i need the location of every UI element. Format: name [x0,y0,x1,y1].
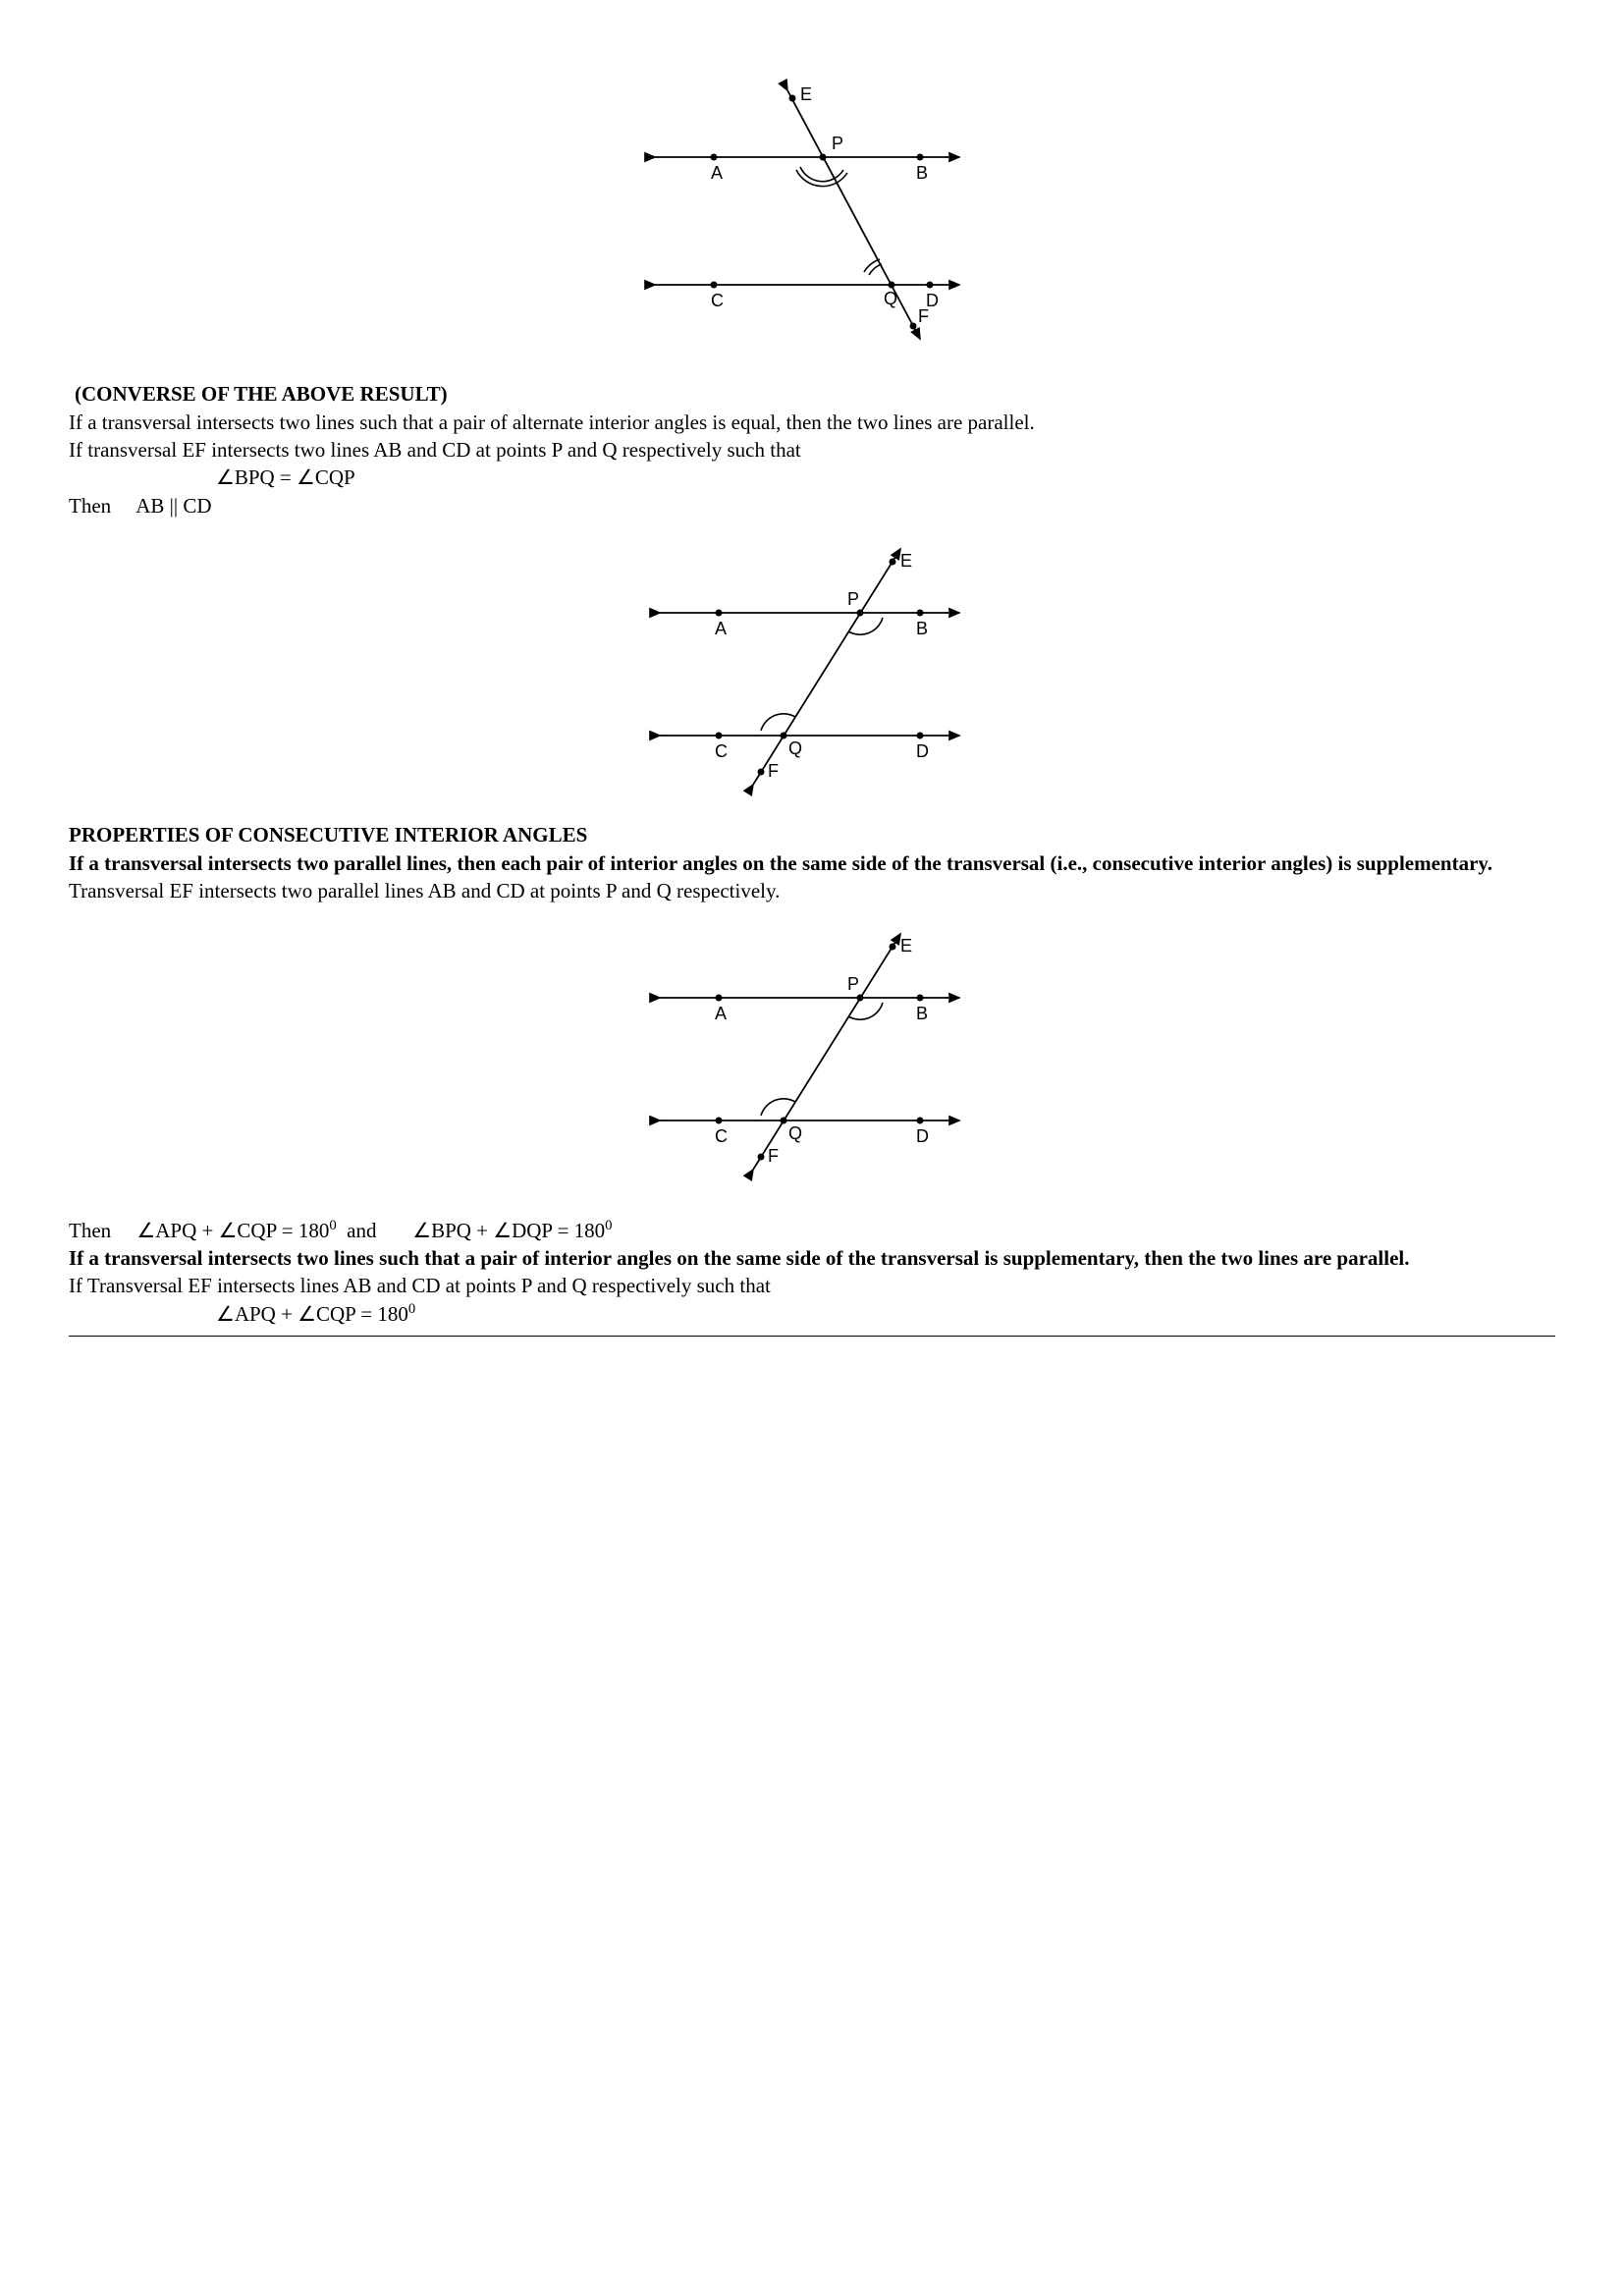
label-P3: P [847,974,859,994]
converse-line2: If transversal EF intersects two lines A… [69,436,1555,464]
eq1b-sup: 0 [605,1218,612,1233]
section-consecutive: PROPERTIES OF CONSECUTIVE INTERIOR ANGLE… [69,821,1555,904]
geometry-figure-3: A B C D E F P Q [625,914,999,1189]
supp-line2: If Transversal EF intersects lines AB an… [69,1272,1555,1299]
label-F: F [918,306,929,326]
label-P: P [832,134,843,153]
label-A2: A [715,619,727,638]
label-C2: C [715,741,728,761]
label-E: E [800,84,812,104]
label-B2: B [916,619,928,638]
then-label-2: Then [69,1219,111,1242]
heading-consecutive: PROPERTIES OF CONSECUTIVE INTERIOR ANGLE… [69,821,1555,848]
eq2-sup: 0 [408,1301,415,1317]
label-C3: C [715,1126,728,1146]
label-A3: A [715,1004,727,1023]
eq2-text: ∠APQ + ∠CQP = 180 [216,1302,408,1326]
converse-line1: If a transversal intersects two lines su… [69,409,1555,436]
section-converse: (CONVERSE OF THE ABOVE RESULT) If a tran… [69,380,1555,519]
label-D3: D [916,1126,929,1146]
geometry-figure-2: A B C D E F P Q [625,529,999,804]
bottom-rule [69,1336,1555,1337]
heading-converse: (CONVERSE OF THE ABOVE RESULT) [75,380,1555,408]
eq1b: ∠BPQ + ∠DQP = 180 [412,1219,605,1242]
label-E2: E [900,551,912,571]
label-B: B [916,163,928,183]
converse-then: Then AB || CD [69,492,1555,519]
label-D2: D [916,741,929,761]
consecutive-line1: Transversal EF intersects two parallel l… [69,877,1555,904]
supp-eq2: ∠APQ + ∠CQP = 1800 [216,1300,1555,1328]
supp-then-line: Then ∠APQ + ∠CQP = 1800 and ∠BPQ + ∠DQP … [69,1217,1555,1244]
label-Q3: Q [788,1123,802,1143]
converse-eq: ∠BPQ = ∠CQP [216,464,1555,491]
diagram-3: A B C D E F P Q [69,914,1555,1196]
then-value: AB || CD [135,494,211,518]
section-supplementary: Then ∠APQ + ∠CQP = 1800 and ∠BPQ + ∠DQP … [69,1217,1555,1328]
eq1a: ∠APQ + ∠CQP = 180 [136,1219,329,1242]
and-label: and [347,1219,376,1242]
label-A: A [711,163,723,183]
label-C: C [711,291,724,310]
label-B3: B [916,1004,928,1023]
label-P2: P [847,589,859,609]
supp-bold-line: If a transversal intersects two lines su… [69,1244,1555,1272]
then-label: Then [69,494,111,518]
label-Q: Q [884,289,897,308]
geometry-figure-1: A B C D E F P Q [625,69,999,363]
eq1a-sup: 0 [329,1218,336,1233]
consecutive-bold-line: If a transversal intersects two parallel… [69,849,1555,877]
label-F2: F [768,761,779,781]
diagram-2: A B C D E F P Q [69,529,1555,811]
label-Q2: Q [788,738,802,758]
label-E3: E [900,936,912,956]
label-F3: F [768,1146,779,1166]
diagram-1: A B C D E F P Q [69,69,1555,370]
